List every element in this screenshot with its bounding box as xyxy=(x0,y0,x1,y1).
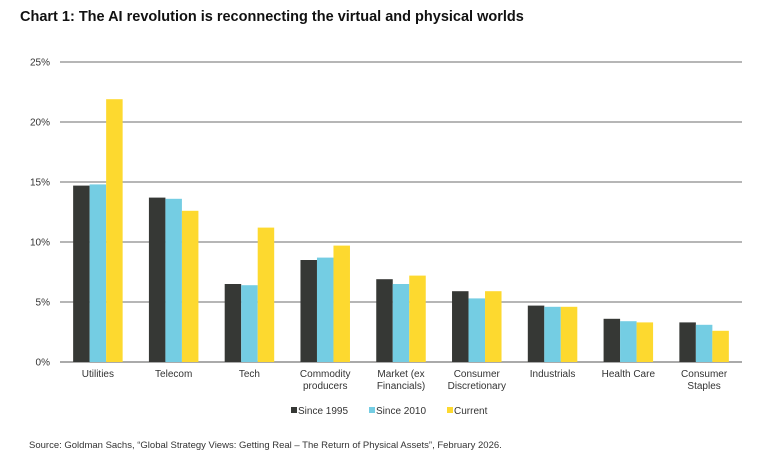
bar-since-1995 xyxy=(376,279,393,362)
x-category-label: Health Care xyxy=(602,369,656,380)
bar-since-2010 xyxy=(316,257,334,362)
x-category-label: Financials) xyxy=(377,381,425,392)
x-category-label: Utilities xyxy=(82,369,114,380)
bar-current xyxy=(181,210,199,362)
bar-current xyxy=(257,227,275,362)
legend-label: Current xyxy=(454,406,488,417)
legend-swatch xyxy=(447,407,453,413)
bar-since-2010 xyxy=(392,284,410,362)
y-tick-label: 5% xyxy=(36,298,51,309)
bar-since-1995 xyxy=(527,305,545,362)
x-category-label: Telecom xyxy=(155,369,192,380)
bar-current xyxy=(636,322,654,362)
bar-current xyxy=(409,275,426,362)
bar-since-1995 xyxy=(679,322,696,362)
bar-current xyxy=(560,306,578,362)
bar-current xyxy=(485,291,502,362)
x-category-label: Commodity xyxy=(300,369,351,380)
y-tick-label: 15% xyxy=(30,178,50,189)
x-category-label: Consumer xyxy=(681,369,728,380)
bar-since-1995 xyxy=(603,318,621,362)
bar-since-1995 xyxy=(300,260,317,362)
bar-since-2010 xyxy=(241,285,258,362)
x-category-label: Staples xyxy=(687,381,720,392)
bar-current xyxy=(712,330,729,362)
y-tick-label: 0% xyxy=(36,358,51,369)
legend-label: Since 1995 xyxy=(298,406,348,417)
bar-since-2010 xyxy=(695,324,713,362)
y-tick-label: 20% xyxy=(30,118,50,129)
chart-title: Chart 1: The AI revolution is reconnecti… xyxy=(20,9,524,25)
bar-since-2010 xyxy=(620,321,637,362)
bar-since-2010 xyxy=(89,184,107,362)
x-category-label: Consumer xyxy=(454,369,501,380)
y-tick-label: 25% xyxy=(30,58,50,69)
legend-swatch xyxy=(291,407,297,413)
legend-label: Since 2010 xyxy=(376,406,426,417)
bar-current xyxy=(333,245,350,362)
x-category-label: producers xyxy=(303,381,347,392)
bar-since-1995 xyxy=(452,291,469,362)
source-note: Source: Goldman Sachs, “Global Strategy … xyxy=(29,440,502,451)
x-category-label: Market (ex xyxy=(377,369,424,380)
bar-since-2010 xyxy=(544,306,561,362)
x-category-label: Industrials xyxy=(530,369,576,380)
x-category-label: Tech xyxy=(239,369,260,380)
bar-current xyxy=(106,99,123,362)
bar-since-2010 xyxy=(468,298,486,362)
bar-since-1995 xyxy=(148,197,166,362)
y-tick-label: 10% xyxy=(30,238,50,249)
x-category-label: Discretionary xyxy=(448,381,506,392)
bar-since-1995 xyxy=(73,185,90,362)
bar-since-2010 xyxy=(165,198,182,362)
legend-swatch xyxy=(369,407,375,413)
bar-since-1995 xyxy=(224,284,242,362)
